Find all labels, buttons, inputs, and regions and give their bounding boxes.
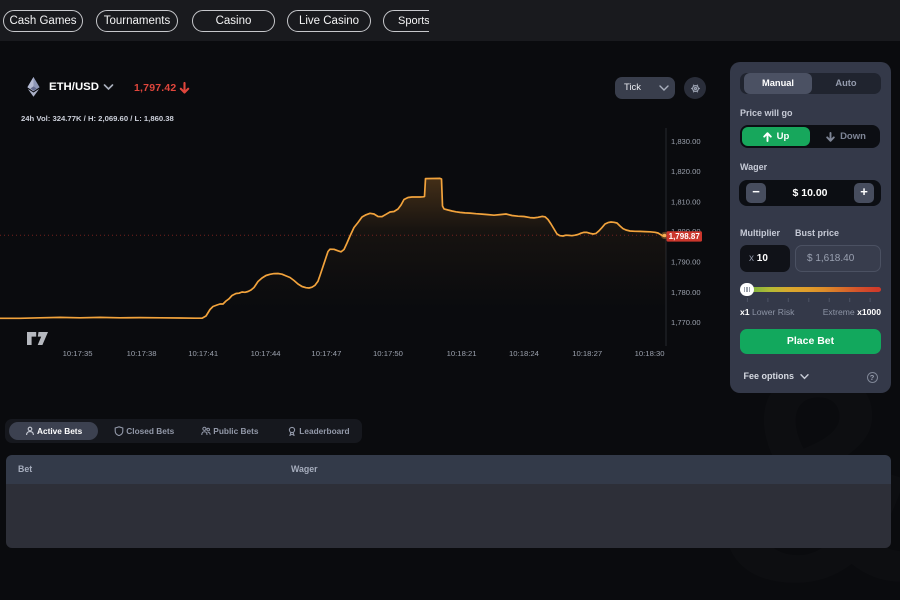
svg-text:10:17:38: 10:17:38: [127, 349, 157, 358]
svg-text:10:17:50: 10:17:50: [373, 349, 403, 358]
svg-text:1,820.00: 1,820.00: [671, 167, 701, 176]
svg-text:1,780.00: 1,780.00: [671, 288, 701, 297]
svg-text:1,770.00: 1,770.00: [671, 318, 701, 327]
svg-text:10:17:44: 10:17:44: [251, 349, 282, 358]
svg-text:10:17:47: 10:17:47: [311, 349, 341, 358]
svg-text:10:17:35: 10:17:35: [63, 349, 93, 358]
svg-text:1,830.00: 1,830.00: [671, 137, 701, 146]
svg-text:10:18:30: 10:18:30: [635, 349, 665, 358]
svg-text:10:17:41: 10:17:41: [188, 349, 218, 358]
svg-text:1,798.87: 1,798.87: [669, 232, 701, 241]
svg-text:10:18:21: 10:18:21: [447, 349, 477, 358]
svg-text:1,790.00: 1,790.00: [671, 258, 701, 267]
svg-text:10:18:27: 10:18:27: [572, 349, 602, 358]
svg-text:1,810.00: 1,810.00: [671, 197, 701, 206]
svg-text:10:18:24: 10:18:24: [509, 349, 540, 358]
